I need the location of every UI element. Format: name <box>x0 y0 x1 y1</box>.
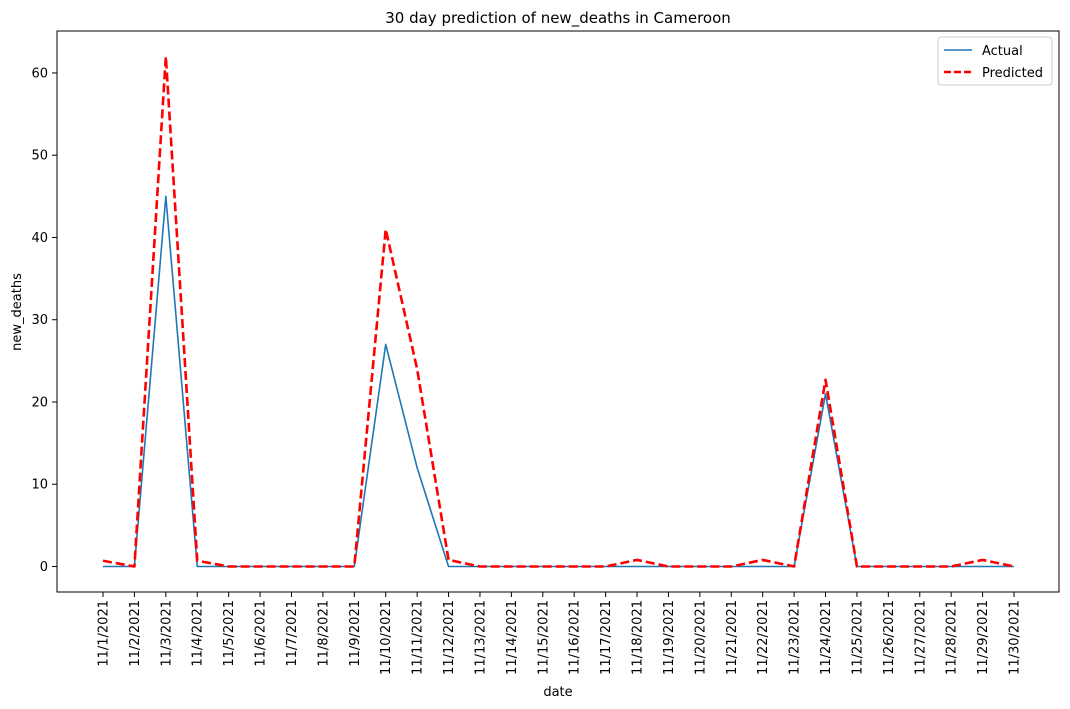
x-axis-label: date <box>543 685 572 700</box>
y-tick-label: 20 <box>31 395 48 410</box>
x-tick-label: 11/1/2021 <box>97 600 112 667</box>
x-tick-label: 11/16/2021 <box>568 600 583 675</box>
x-tick-label: 11/26/2021 <box>882 600 897 675</box>
legend-label-predicted: Predicted <box>982 66 1043 81</box>
x-tick-label: 11/8/2021 <box>316 600 331 667</box>
x-tick-label: 11/13/2021 <box>473 600 488 675</box>
chart-title: 30 day prediction of new_deaths in Camer… <box>385 9 731 28</box>
x-tick-label: 11/14/2021 <box>505 600 520 675</box>
series-line-predicted <box>102 55 1015 568</box>
y-tick-label: 0 <box>40 560 48 575</box>
x-tick-label: 11/23/2021 <box>788 600 803 675</box>
series-layer <box>102 55 1015 568</box>
y-axis-label: new_deaths <box>10 273 25 351</box>
x-tick-label: 11/21/2021 <box>725 600 740 675</box>
y-tick-label: 10 <box>31 478 48 493</box>
plot-frame <box>56 30 1060 593</box>
x-tick-label: 11/5/2021 <box>222 600 237 667</box>
legend: Actual Predicted <box>937 36 1053 86</box>
x-tick-label: 11/30/2021 <box>1008 600 1023 675</box>
x-tick-label: 11/28/2021 <box>945 600 960 675</box>
x-tick-label: 11/10/2021 <box>379 600 394 675</box>
x-tick-label: 11/11/2021 <box>411 600 426 675</box>
y-tick-label: 50 <box>31 149 48 164</box>
y-tick-label: 40 <box>31 231 48 246</box>
x-tick-label: 11/18/2021 <box>631 600 646 675</box>
x-tick-label: 11/9/2021 <box>348 600 363 667</box>
x-tick-label: 11/17/2021 <box>599 600 614 675</box>
x-tick-label: 11/25/2021 <box>850 600 865 675</box>
x-tick-label: 11/24/2021 <box>819 600 834 675</box>
x-tick-label: 11/20/2021 <box>693 600 708 675</box>
x-tick-label: 11/12/2021 <box>442 600 457 675</box>
legend-label-actual: Actual <box>982 44 1023 59</box>
x-tick-label: 11/15/2021 <box>536 600 551 675</box>
y-tick-label: 30 <box>31 313 48 328</box>
x-tick-label: 11/2/2021 <box>128 600 143 667</box>
series-line-actual <box>103 195 1014 568</box>
x-tick-label: 11/27/2021 <box>913 600 928 675</box>
x-tick-label: 11/22/2021 <box>756 600 771 675</box>
x-tick-label: 11/19/2021 <box>662 600 677 675</box>
x-tick-label: 11/3/2021 <box>159 600 174 667</box>
x-tick-label: 11/6/2021 <box>254 600 269 667</box>
x-tick-label: 11/4/2021 <box>191 600 206 667</box>
y-axis: 0 10 20 30 40 50 60 <box>31 66 57 575</box>
y-tick-label: 60 <box>31 66 48 81</box>
x-tick-label: 11/7/2021 <box>285 600 300 667</box>
x-axis: 11/1/2021 11/2/2021 11/3/2021 11/4/2021 11/5… <box>97 592 1023 675</box>
x-tick-label: 11/29/2021 <box>976 600 991 675</box>
